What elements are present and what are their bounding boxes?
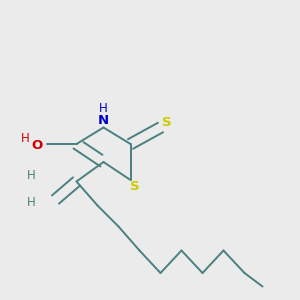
Text: H: H [27, 196, 36, 209]
Text: H: H [99, 101, 108, 115]
Text: S: S [162, 116, 171, 130]
Text: H: H [21, 131, 30, 145]
Text: H: H [27, 169, 36, 182]
Text: O: O [31, 139, 42, 152]
Text: N: N [98, 113, 109, 127]
Text: S: S [130, 180, 140, 193]
